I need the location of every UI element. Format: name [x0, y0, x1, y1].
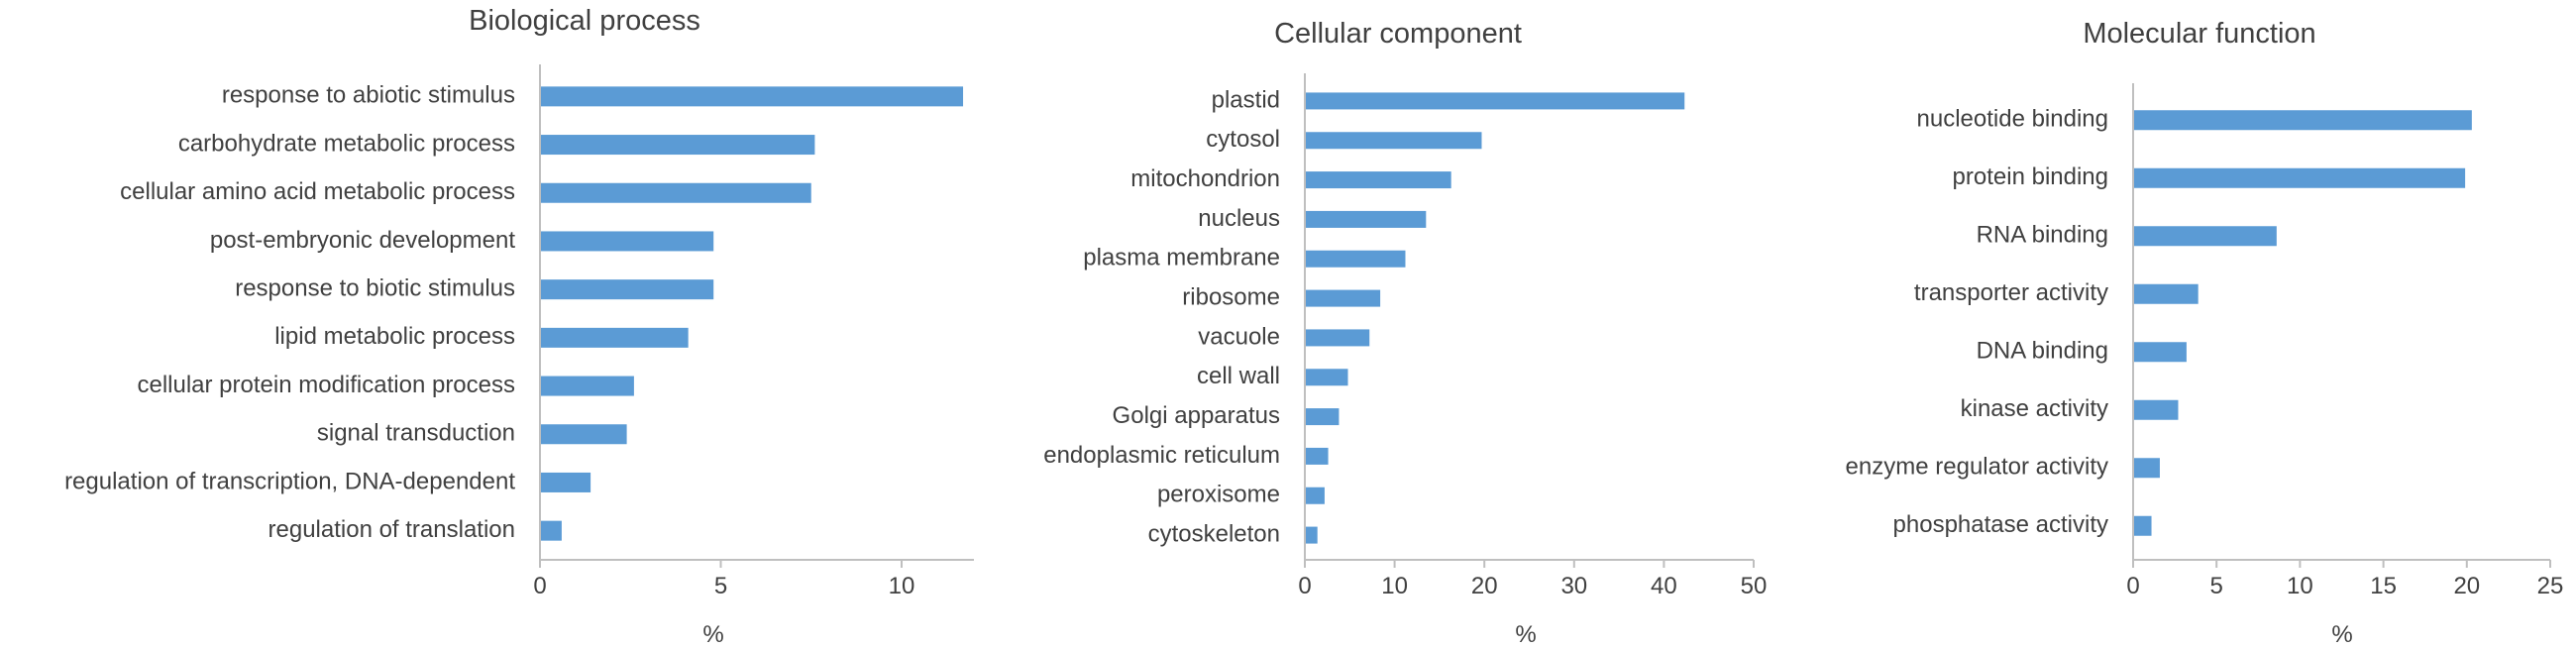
- category-label: regulation of transcription, DNA-depende…: [64, 468, 515, 494]
- x-axis-label: %: [1515, 621, 1536, 648]
- x-tick-label: 30: [1560, 573, 1587, 599]
- bar: [2134, 167, 2466, 188]
- chart-title: Biological process: [469, 5, 700, 37]
- category-label: cytosol: [1206, 126, 1280, 153]
- bar: [541, 279, 714, 300]
- bar: [2134, 342, 2187, 363]
- category-label: cell wall: [1197, 363, 1280, 389]
- bar: [541, 472, 591, 492]
- bar: [541, 135, 815, 156]
- category-label: response to biotic stimulus: [235, 274, 515, 301]
- bar: [541, 424, 627, 445]
- bar: [1306, 447, 1329, 465]
- category-label: DNA binding: [1977, 338, 2108, 365]
- category-label: ribosome: [1182, 283, 1280, 310]
- category-label: enzyme regulator activity: [1846, 454, 2108, 481]
- category-label: peroxisome: [1157, 482, 1280, 508]
- x-tick-label: 10: [889, 573, 915, 599]
- x-tick-label: 15: [2370, 573, 2397, 599]
- category-label: cytoskeleton: [1148, 520, 1280, 547]
- category-label: nucleotide binding: [1917, 106, 2109, 133]
- bar: [2134, 110, 2472, 131]
- bar: [541, 327, 689, 348]
- x-axis-label: %: [2331, 621, 2352, 648]
- x-tick-label: 5: [2210, 573, 2223, 599]
- category-label: mitochondrion: [1130, 165, 1280, 192]
- bar: [1306, 171, 1451, 189]
- bar: [1306, 369, 1348, 386]
- chart-title: Molecular function: [2083, 18, 2315, 50]
- x-tick-label: 0: [2126, 573, 2139, 599]
- x-tick-label: 0: [533, 573, 546, 599]
- bar: [2134, 226, 2277, 247]
- category-label: vacuole: [1198, 323, 1280, 350]
- x-tick-label: 20: [2453, 573, 2480, 599]
- x-tick-label: 40: [1651, 573, 1677, 599]
- chart-title: Cellular component: [1274, 18, 1522, 50]
- bar: [541, 376, 634, 396]
- chart-molecular-function: Molecular function % nucleotide binding p…: [1846, 18, 2564, 648]
- bar: [2134, 458, 2160, 479]
- category-label: endoplasmic reticulum: [1043, 442, 1280, 469]
- category-label: RNA binding: [1977, 222, 2108, 249]
- category-label: plastid: [1212, 86, 1280, 113]
- bar: [1306, 329, 1370, 347]
- bar: [2134, 515, 2152, 536]
- x-axis-label: %: [702, 621, 723, 648]
- category-label: cellular protein modification process: [137, 372, 515, 398]
- category-label: transporter activity: [1914, 279, 2108, 306]
- bar: [2134, 399, 2179, 420]
- bar: [541, 182, 811, 203]
- category-label: cellular amino acid metabolic process: [120, 178, 515, 205]
- category-label: lipid metabolic process: [274, 323, 515, 350]
- bar: [1306, 408, 1340, 426]
- bar: [541, 520, 562, 541]
- x-tick-label: 50: [1741, 573, 1768, 599]
- category-label: post-embryonic development: [210, 227, 515, 254]
- bar: [1306, 526, 1318, 544]
- chart-cellular-component: Cellular component % plastid cytosol mitoc…: [1043, 18, 1767, 648]
- bar: [1306, 289, 1381, 307]
- category-label: phosphatase activity: [1893, 511, 2108, 538]
- category-label: signal transduction: [317, 420, 515, 447]
- category-label: Golgi apparatus: [1113, 402, 1280, 429]
- category-label: nucleus: [1198, 205, 1280, 232]
- bar: [1306, 487, 1325, 504]
- category-label: regulation of translation: [268, 516, 516, 543]
- x-tick-label: 10: [1381, 573, 1408, 599]
- x-tick-label: 5: [714, 573, 727, 599]
- x-tick-label: 10: [2287, 573, 2313, 599]
- x-tick-label: 20: [1471, 573, 1498, 599]
- bar: [1306, 250, 1406, 268]
- bar: [2134, 283, 2199, 304]
- category-label: protein binding: [1953, 163, 2108, 190]
- category-label: response to abiotic stimulus: [222, 82, 515, 109]
- bar: [1306, 132, 1482, 150]
- bar: [541, 86, 964, 107]
- x-tick-label: 0: [1298, 573, 1311, 599]
- bar: [1306, 92, 1685, 110]
- category-label: plasma membrane: [1083, 245, 1280, 271]
- x-tick-label: 25: [2537, 573, 2564, 599]
- bar: [541, 231, 714, 252]
- category-label: kinase activity: [1961, 395, 2108, 422]
- bar: [1306, 210, 1427, 228]
- chart-biological-process: Biological process % response to abiotic…: [64, 5, 974, 648]
- category-label: carbohydrate metabolic process: [178, 130, 515, 157]
